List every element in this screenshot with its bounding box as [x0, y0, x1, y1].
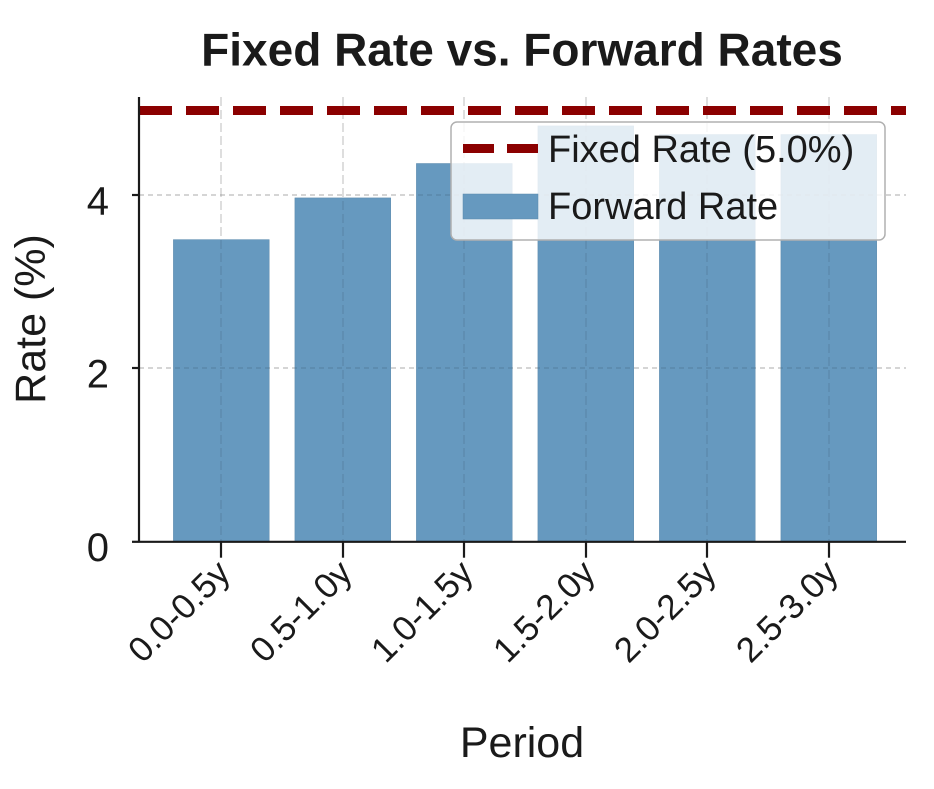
svg-text:Fixed Rate (5.0%): Fixed Rate (5.0%) — [548, 129, 854, 171]
svg-text:0: 0 — [87, 526, 109, 570]
svg-text:Period: Period — [460, 719, 584, 767]
svg-text:Fixed Rate vs. Forward Rates: Fixed Rate vs. Forward Rates — [201, 24, 843, 76]
svg-text:4: 4 — [87, 179, 109, 223]
svg-text:Forward Rate: Forward Rate — [548, 186, 778, 228]
svg-text:2: 2 — [87, 353, 109, 397]
svg-text:Rate (%): Rate (%) — [7, 234, 55, 404]
